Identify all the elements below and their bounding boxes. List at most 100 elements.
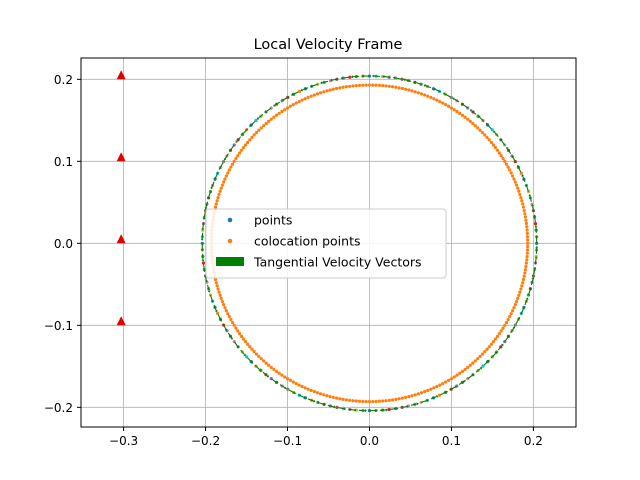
data-point bbox=[351, 399, 355, 403]
velocity-arrowhead bbox=[534, 256, 538, 259]
velocity-arrowhead bbox=[210, 300, 214, 303]
data-point bbox=[387, 407, 391, 412]
data-point bbox=[220, 299, 225, 304]
velocity-arrowhead bbox=[463, 380, 466, 383]
velocity-vector bbox=[292, 91, 299, 96]
velocity-arrowhead bbox=[512, 326, 516, 329]
velocity-vector bbox=[522, 175, 526, 182]
velocity-arrowhead bbox=[218, 167, 222, 170]
data-point bbox=[526, 238, 530, 242]
data-point bbox=[222, 159, 226, 164]
velocity-vector bbox=[348, 408, 355, 411]
velocity-arrowhead bbox=[230, 337, 233, 340]
data-point bbox=[490, 128, 494, 132]
y-tick-label: 0.1 bbox=[54, 155, 73, 169]
data-point bbox=[318, 392, 323, 396]
data-point bbox=[328, 395, 332, 399]
data-point bbox=[524, 264, 528, 269]
data-point bbox=[306, 387, 310, 391]
data-point bbox=[523, 212, 527, 216]
data-point bbox=[262, 124, 266, 128]
velocity-arrowhead bbox=[354, 408, 357, 412]
velocity-arrowhead bbox=[426, 399, 429, 402]
data-point bbox=[483, 133, 487, 137]
data-point bbox=[525, 258, 529, 262]
data-point bbox=[520, 284, 524, 288]
velocity-arrowhead bbox=[528, 287, 532, 290]
data-point bbox=[525, 251, 529, 255]
data-point bbox=[243, 340, 248, 344]
data-point bbox=[218, 293, 222, 297]
data-point bbox=[229, 317, 233, 322]
data-point bbox=[394, 85, 398, 89]
data-point bbox=[501, 156, 505, 161]
data-point bbox=[364, 83, 368, 87]
data-point bbox=[374, 399, 378, 404]
data-point bbox=[341, 397, 345, 401]
data-point bbox=[413, 393, 417, 397]
velocity-arrowhead bbox=[525, 297, 529, 300]
velocity-arrowhead bbox=[320, 81, 323, 85]
velocity-arrowhead bbox=[375, 409, 378, 413]
velocity-vector bbox=[534, 258, 537, 265]
velocity-arrowhead bbox=[223, 157, 227, 161]
data-point bbox=[335, 405, 339, 409]
data-point bbox=[280, 373, 284, 377]
data-point bbox=[218, 189, 222, 193]
data-point bbox=[387, 398, 391, 402]
data-point bbox=[521, 277, 526, 282]
velocity-vector bbox=[317, 401, 324, 405]
velocity-vector bbox=[332, 78, 339, 81]
data-point bbox=[328, 88, 332, 92]
data-point bbox=[517, 293, 521, 297]
velocity-arrowhead bbox=[242, 132, 245, 135]
velocity-arrowhead bbox=[403, 78, 406, 82]
velocity-arrowhead bbox=[207, 290, 211, 293]
triangle-marker bbox=[116, 70, 126, 80]
data-point bbox=[455, 373, 459, 377]
velocity-arrowhead bbox=[291, 93, 294, 96]
data-point bbox=[495, 334, 500, 338]
velocity-arrowhead bbox=[235, 140, 238, 143]
velocity-vector bbox=[453, 98, 460, 103]
velocity-arrowhead bbox=[443, 92, 446, 96]
data-point bbox=[416, 91, 420, 95]
data-point bbox=[325, 394, 329, 398]
velocity-vector bbox=[471, 110, 477, 115]
data-point bbox=[348, 75, 352, 79]
velocity-arrowhead bbox=[445, 390, 448, 394]
velocity-arrowhead bbox=[204, 207, 208, 210]
data-point bbox=[525, 254, 529, 259]
velocity-arrowhead bbox=[330, 78, 333, 82]
data-point bbox=[516, 186, 520, 190]
data-point bbox=[523, 271, 527, 275]
velocity-arrowhead bbox=[533, 266, 537, 270]
data-point bbox=[506, 317, 510, 322]
data-point bbox=[423, 93, 427, 97]
data-point bbox=[495, 148, 500, 152]
velocity-arrowhead bbox=[275, 380, 278, 384]
data-point bbox=[410, 394, 414, 398]
data-point bbox=[226, 312, 230, 316]
data-point bbox=[534, 254, 538, 259]
data-point bbox=[267, 119, 271, 123]
velocity-arrowhead bbox=[416, 402, 419, 406]
data-point bbox=[338, 397, 342, 401]
velocity-vector bbox=[530, 278, 534, 286]
velocity-arrowhead bbox=[229, 148, 232, 152]
data-point bbox=[519, 287, 523, 291]
velocity-arrowhead bbox=[506, 146, 509, 150]
velocity-vector bbox=[270, 378, 277, 383]
data-point bbox=[285, 377, 290, 381]
data-point bbox=[288, 104, 292, 108]
velocity-vector bbox=[524, 299, 528, 306]
velocity-vector bbox=[204, 274, 207, 281]
x-tick-label: −0.2 bbox=[191, 434, 220, 448]
data-point bbox=[237, 332, 242, 336]
velocity-arrowhead bbox=[300, 88, 303, 92]
data-point bbox=[252, 133, 256, 137]
data-point bbox=[272, 367, 276, 371]
x-tick-label: 0.0 bbox=[360, 434, 379, 448]
data-point bbox=[441, 101, 445, 105]
data-point bbox=[390, 85, 395, 89]
